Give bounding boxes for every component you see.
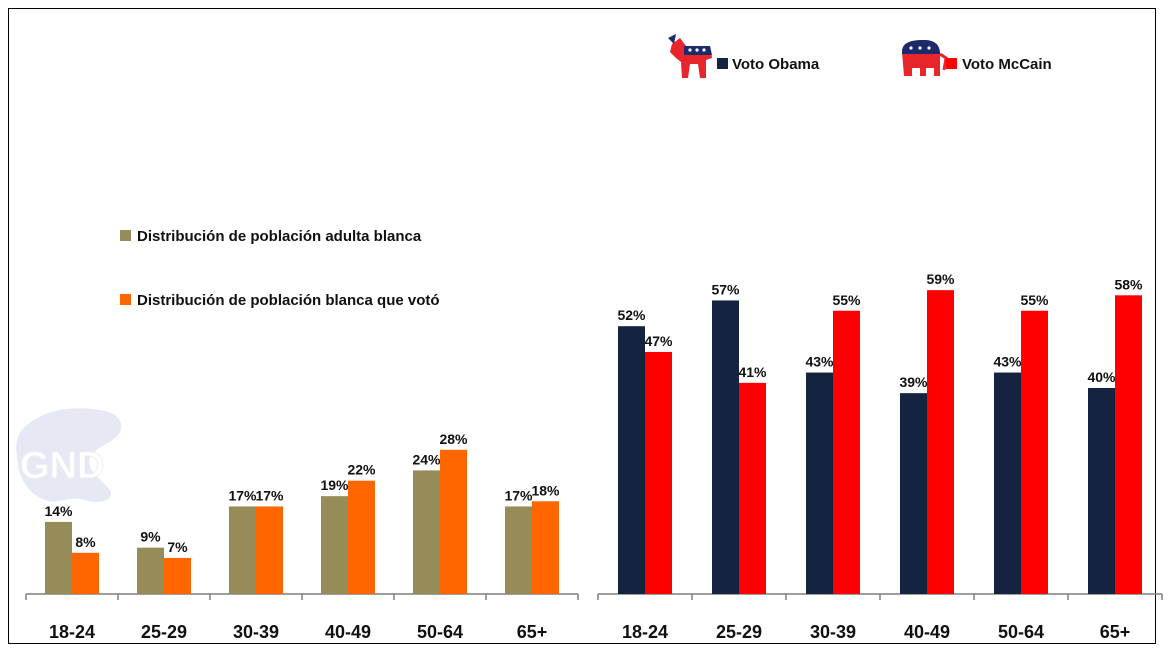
- chart-white-population: 18-2414%8%25-299%7%30-3917%17%40-4919%22…: [25, 431, 579, 642]
- data-label: 19%: [320, 477, 349, 493]
- data-label: 59%: [926, 271, 955, 287]
- vote-bar-b: [1115, 295, 1142, 594]
- white-bar-a: [45, 521, 72, 594]
- data-label: 17%: [255, 487, 284, 503]
- legend-label-voted-white: Distribución de población blanca que vot…: [137, 292, 440, 309]
- x-tick-label: 18-24: [49, 622, 95, 642]
- legend-swatch-obama: [717, 58, 728, 69]
- white-bar-b: [440, 449, 467, 594]
- white-bar-a: [413, 470, 440, 594]
- vote-bar-a: [712, 300, 739, 594]
- vote-bar-a: [618, 326, 645, 594]
- vote-bar-a: [1088, 388, 1115, 594]
- x-tick-label: 50-64: [998, 622, 1044, 642]
- legend-label-obama: Voto Obama: [732, 56, 820, 73]
- data-label: 24%: [412, 451, 441, 467]
- legend-label-adult-white: Distribución de población adulta blanca: [137, 228, 422, 245]
- white-bar-b: [72, 552, 99, 594]
- data-label: 9%: [140, 529, 161, 545]
- white-bar-a: [505, 506, 532, 594]
- legend-label-mccain: Voto McCain: [962, 56, 1052, 73]
- white-bar-a: [229, 506, 256, 594]
- legend-left: Distribución de población adulta blanca …: [120, 228, 440, 309]
- svg-text:GND: GND: [20, 445, 104, 487]
- data-label: 47%: [644, 333, 673, 349]
- data-label: 41%: [738, 364, 767, 380]
- legend-swatch-voted-white: [120, 294, 131, 305]
- data-label: 14%: [44, 503, 73, 519]
- data-label: 43%: [993, 354, 1022, 370]
- republican-elephant-icon: [902, 40, 948, 76]
- vote-bar-a: [994, 372, 1021, 594]
- white-bar-a: [137, 547, 164, 594]
- x-tick-label: 18-24: [622, 622, 668, 642]
- x-tick-label: 65+: [517, 622, 548, 642]
- vote-bar-b: [1021, 310, 1048, 594]
- data-label: 39%: [899, 374, 928, 390]
- data-label: 40%: [1087, 369, 1116, 385]
- chart-frame: [8, 8, 1156, 644]
- x-tick-label: 30-39: [233, 622, 279, 642]
- data-label: 57%: [711, 281, 740, 297]
- chart-white-vote: 18-24 52% 47% 25-29 57% 41% 30-39 43% 55% 40-49 39…: [597, 271, 1163, 642]
- legend-swatch-mccain: [946, 58, 957, 69]
- x-tick-label: 40-49: [325, 622, 371, 642]
- gnd-watermark-logo: GND: [16, 408, 122, 502]
- vote-bar-b: [739, 382, 766, 594]
- vote-bar-a: [900, 393, 927, 594]
- x-tick-label: 30-39: [810, 622, 856, 642]
- white-bar-b: [348, 480, 375, 594]
- legend-swatch-adult-white: [120, 230, 131, 241]
- data-label: 55%: [1020, 292, 1049, 308]
- democratic-donkey-icon: [668, 34, 712, 78]
- vote-bar-a: [806, 372, 833, 594]
- x-tick-label: 50-64: [417, 622, 463, 642]
- legend-item-adult-white: Distribución de población adulta blanca: [120, 228, 422, 245]
- x-tick-label: 40-49: [904, 622, 950, 642]
- data-label: 22%: [347, 462, 376, 478]
- vote-bar-b: [645, 351, 672, 594]
- white-bar-b: [164, 557, 191, 594]
- data-label: 17%: [228, 487, 257, 503]
- data-label: 8%: [75, 534, 96, 550]
- data-label: 28%: [439, 431, 468, 447]
- x-tick-label: 25-29: [716, 622, 762, 642]
- vote-bar-b: [927, 290, 954, 594]
- data-label: 18%: [531, 482, 560, 498]
- data-label: 52%: [617, 307, 646, 323]
- data-label: 43%: [805, 354, 834, 370]
- vote-bar-b: [833, 310, 860, 594]
- x-tick-label: 25-29: [141, 622, 187, 642]
- white-bar-b: [532, 501, 559, 594]
- legend-item-voted-white: Distribución de población blanca que vot…: [120, 292, 440, 309]
- data-label: 58%: [1114, 276, 1143, 292]
- data-label: 55%: [832, 292, 861, 308]
- legend-right: Voto Obama Voto McCain: [668, 34, 1052, 78]
- white-bar-b: [256, 506, 283, 594]
- white-bar-a: [321, 496, 348, 594]
- data-label: 7%: [167, 539, 188, 555]
- x-tick-label: 65+: [1100, 622, 1131, 642]
- data-label: 17%: [504, 487, 533, 503]
